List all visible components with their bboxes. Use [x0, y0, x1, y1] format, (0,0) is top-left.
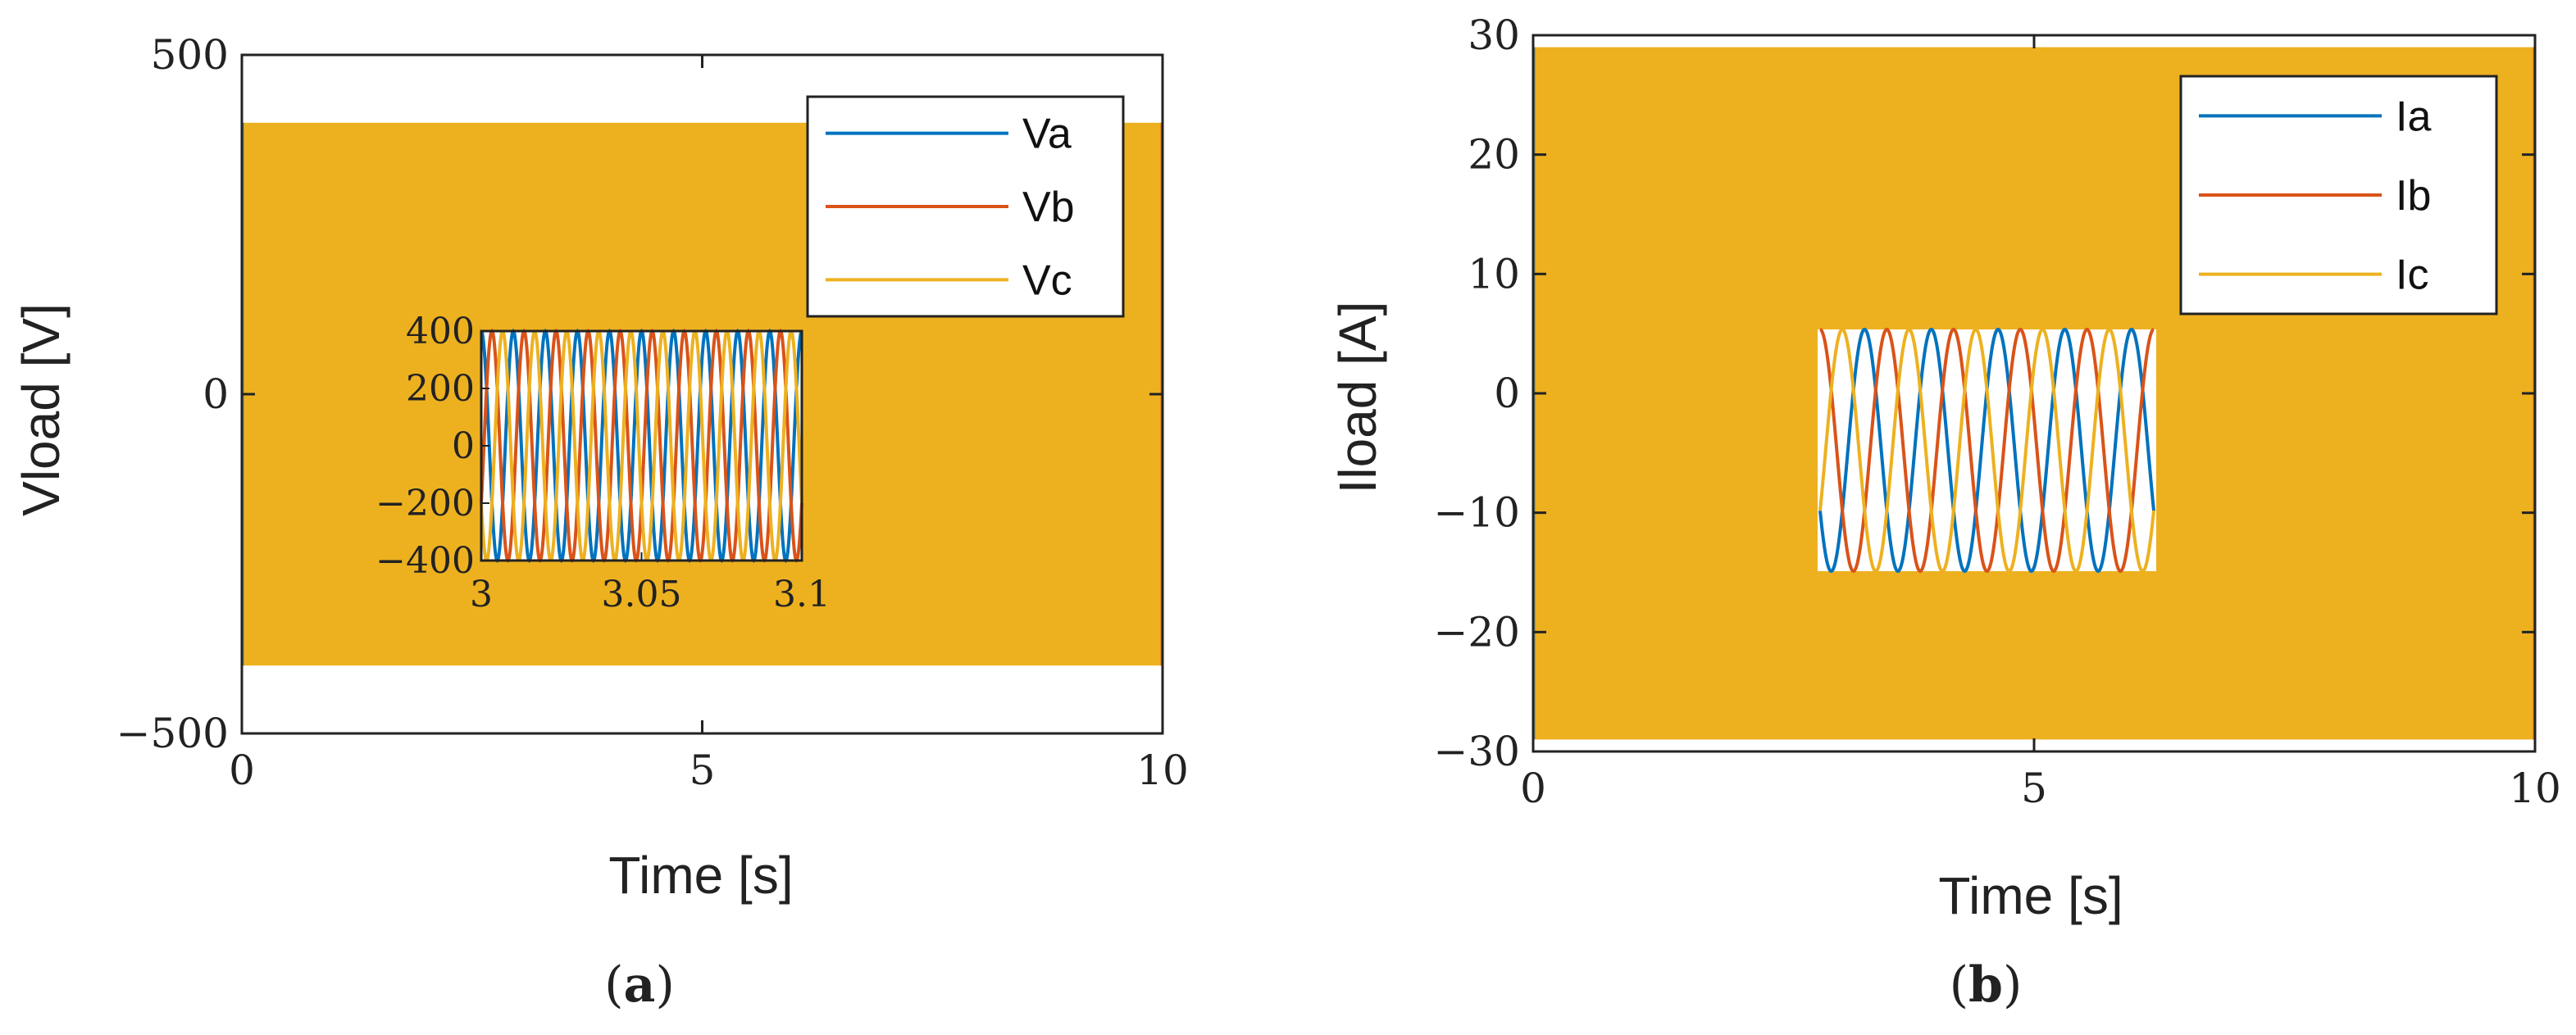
a-inset-xtick-label: 3.05 [602, 574, 682, 615]
a-legend-entry-vb: Vb [1022, 184, 1075, 231]
b-y-axis-label: Iload [A] [1328, 302, 1387, 494]
a-ytick-label: 500 [151, 31, 229, 79]
b-legend-entry-ic: Ic [2396, 252, 2428, 299]
b-ytick-label: 20 [1468, 131, 1520, 179]
a-inset-ytick-label: 400 [406, 311, 475, 352]
a-legend-entry-vc: Vc [1022, 256, 1072, 304]
b-xtick-label: 10 [2509, 765, 2561, 812]
b-xtick-label: 5 [2021, 765, 2047, 812]
b-inset-plot [1818, 327, 2156, 574]
a-ytick-label: 0 [203, 370, 229, 418]
a-inset-ytick-label: 200 [406, 368, 475, 410]
a-inset-xtick-label: 3.1 [773, 574, 831, 615]
b-inset-series-ic [1818, 327, 2155, 574]
b-legend-entry-ib: Ib [2396, 172, 2431, 220]
b-ytick-label: 0 [1494, 370, 1520, 417]
a-inset-plot: 3 3.05 3.1 400 200 0 −200 −400 [375, 311, 831, 615]
a-inset-ytick-label: −200 [375, 483, 475, 524]
a-y-axis-label: Vload [V] [11, 303, 71, 516]
b-ytick-label: −10 [1433, 489, 1520, 537]
b-xtick-label: 0 [1520, 765, 1546, 812]
b-axes: 0 5 10 30 20 10 0 −10 −20 −30 [1433, 11, 2560, 812]
a-xtick-label: 0 [229, 747, 255, 794]
b-x-axis-label: Time [s] [1938, 866, 2123, 925]
a-x-axis-label: Time [s] [608, 846, 793, 905]
a-inset-xtick-label: 3 [470, 574, 493, 615]
b-ytick-label: 30 [1468, 11, 1520, 59]
a-inset-ytick-label: 0 [452, 425, 475, 467]
b-ytick-label: −20 [1433, 608, 1520, 656]
panel-a: 3 3.05 3.1 400 200 0 −200 −400 Time [s] Vload [… [11, 31, 1189, 1014]
a-panel-label: (a) [604, 956, 675, 1014]
a-legend: Va Vb Vc [806, 95, 1125, 318]
b-ytick-label: 10 [1468, 250, 1520, 297]
a-inset-ytick-label: −400 [375, 540, 475, 582]
a-ytick-label: −500 [116, 710, 229, 757]
b-legend: Ia Ib Ic [2179, 75, 2498, 315]
a-xtick-label: 10 [1136, 747, 1189, 794]
a-xtick-label: 5 [690, 747, 716, 794]
panel-b: Time [s] Iload [A] (b) 0 5 10 30 20 10 0 −10 −20… [1328, 11, 2561, 1014]
b-panel-label: (b) [1950, 956, 2023, 1014]
a-legend-entry-va: Va [1022, 111, 1072, 158]
b-ytick-label: −30 [1433, 728, 1520, 775]
b-legend-entry-ia: Ia [2396, 93, 2431, 140]
